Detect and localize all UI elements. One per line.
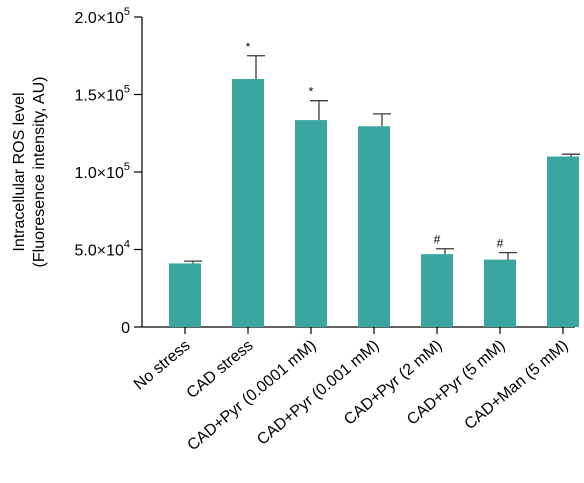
bar	[358, 126, 390, 328]
y-tick-label: 5.0×104	[74, 239, 130, 260]
bar	[484, 259, 516, 327]
bar	[169, 263, 201, 327]
y-ticks: 0 5.0×104 1.0×105 1.5×105 2.0×105	[74, 6, 142, 337]
x-tick-label: CAD+Pyr (0.0001 mM)	[184, 337, 319, 454]
y-tick-label: 0	[121, 320, 130, 337]
significance-marker: #	[434, 233, 441, 247]
y-tick-label: 1.0×105	[74, 161, 130, 182]
y-tick-label: 1.5×105	[74, 84, 130, 105]
significance-marker: *	[309, 85, 314, 99]
bar	[421, 254, 453, 327]
bar	[547, 156, 579, 327]
bars: * * # #	[169, 40, 580, 328]
bar	[232, 79, 264, 327]
x-tick-label: No stress	[131, 337, 194, 393]
x-tick-label: CAD+Man (5 mM)	[462, 337, 572, 433]
y-tick-label: 2.0×105	[74, 6, 130, 27]
significance-marker: #	[497, 237, 504, 251]
x-tick-label: CAD+Pyr (0.001 mM)	[254, 337, 382, 449]
y-axis-title-line2: (Fluoresence intensity, AU)	[31, 77, 48, 268]
significance-marker: *	[246, 40, 251, 54]
y-axis-title: Intracellular ROS level (Fluoresence int…	[11, 77, 48, 268]
y-axis-title-line1: Intracellular ROS level	[11, 92, 28, 251]
bar	[295, 120, 327, 327]
